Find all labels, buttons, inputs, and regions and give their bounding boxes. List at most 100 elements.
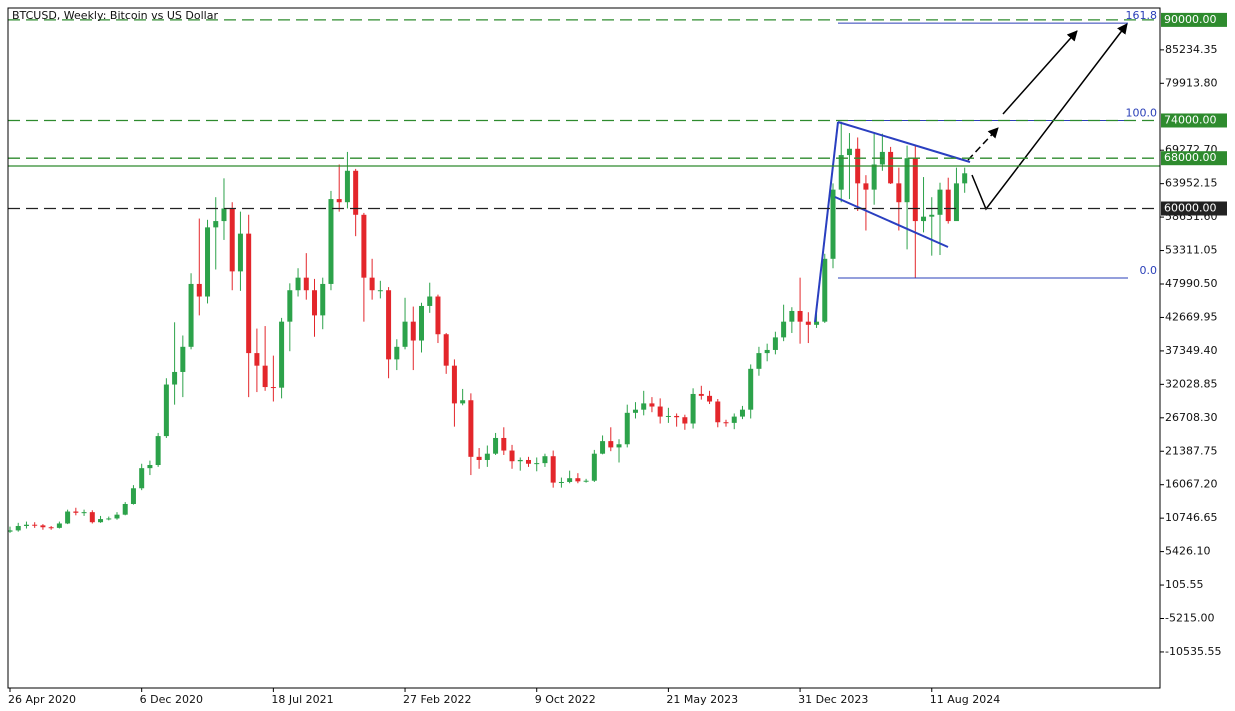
- candle-body: [748, 368, 754, 410]
- candle-body: [665, 415, 671, 417]
- flag-lower: [834, 196, 949, 248]
- candle-body: [89, 512, 95, 523]
- y-tick-label: 47990.50: [1165, 277, 1218, 290]
- arrow: [1002, 30, 1078, 115]
- candle-body: [303, 277, 309, 291]
- candle-body: [871, 164, 877, 190]
- y-tick-label: 21387.75: [1165, 444, 1218, 457]
- candle-body: [139, 468, 145, 489]
- x-tick-label: 11 Aug 2024: [930, 693, 1000, 706]
- candle-body: [270, 387, 276, 389]
- candle-body: [583, 480, 589, 482]
- candle-body: [674, 415, 680, 418]
- candle-body: [525, 459, 531, 464]
- y-tick-label: 53311.05: [1165, 244, 1218, 257]
- candle-body: [649, 403, 655, 407]
- price-label: 90000.00: [1164, 13, 1217, 26]
- candle-body: [114, 514, 120, 519]
- candle-body: [205, 227, 211, 297]
- candle-body: [468, 400, 474, 457]
- x-tick-label: 9 Oct 2022: [535, 693, 596, 706]
- candle-body: [945, 189, 951, 222]
- candle-body: [196, 283, 202, 297]
- candle-body: [328, 199, 334, 284]
- candle-body: [221, 208, 227, 222]
- x-tick-label: 21 May 2023: [666, 693, 738, 706]
- candle-body: [476, 456, 482, 460]
- candle-body: [600, 441, 606, 454]
- candle-body: [48, 527, 54, 529]
- candle-body: [632, 409, 638, 413]
- candle-body: [419, 305, 424, 341]
- candle-body: [410, 321, 416, 341]
- candle-body: [122, 503, 128, 515]
- price-label-box: [1161, 201, 1227, 216]
- candle-body: [163, 384, 169, 437]
- candle-body: [929, 214, 935, 217]
- candle-body: [15, 525, 21, 531]
- plot-frame: [7, 7, 1161, 689]
- candle-body: [7, 530, 13, 532]
- fib-label: 0.0: [1140, 264, 1158, 277]
- candle-body: [188, 283, 194, 347]
- candle-body: [888, 151, 894, 184]
- flagpole: [814, 121, 839, 323]
- candle-body: [682, 417, 688, 424]
- price-label-box: [1161, 151, 1227, 166]
- candle-body: [32, 524, 38, 526]
- candle-body: [287, 290, 293, 322]
- candle-body: [377, 290, 383, 292]
- candle-body: [23, 524, 29, 526]
- price-label: 60000.00: [1164, 202, 1217, 215]
- x-tick-label: 27 Feb 2022: [403, 693, 471, 706]
- candle-body: [353, 170, 359, 215]
- y-tick-label: 16067.20: [1165, 478, 1218, 491]
- candle-body: [921, 216, 927, 222]
- candle-body: [172, 371, 178, 385]
- x-tick-label: 26 Apr 2020: [8, 693, 76, 706]
- y-tick-label: 105.55: [1165, 578, 1204, 591]
- candle-body: [616, 444, 622, 448]
- candle-body: [279, 321, 285, 388]
- candle-body: [772, 337, 778, 350]
- flag-upper: [837, 121, 971, 163]
- candle-body: [781, 321, 787, 338]
- candle-body: [764, 349, 770, 354]
- candle-body: [493, 437, 499, 454]
- candle-body: [690, 393, 696, 424]
- candle-body: [386, 290, 392, 360]
- candle-body: [106, 518, 112, 520]
- candle-body: [130, 488, 136, 504]
- candle-body: [567, 478, 573, 482]
- candle-body: [739, 409, 745, 417]
- x-tick-label: 18 Jul 2021: [271, 693, 333, 706]
- candle-body: [962, 173, 968, 184]
- candle-body: [443, 334, 449, 366]
- candle-body: [608, 441, 614, 448]
- candle-body: [369, 277, 375, 291]
- candle-body: [435, 296, 441, 335]
- x-tick-label: 6 Dec 2020: [140, 693, 203, 706]
- y-tick-label: 5426.10: [1165, 545, 1211, 558]
- candle-body: [320, 283, 326, 316]
- candle-body: [550, 456, 556, 483]
- candle-body: [624, 412, 630, 445]
- candle-body: [147, 465, 153, 469]
- y-tick-label: 26708.30: [1165, 411, 1218, 424]
- candle-body: [40, 525, 46, 528]
- x-tick-label: 31 Dec 2023: [798, 693, 868, 706]
- candle-body: [830, 189, 836, 259]
- candle-body: [295, 277, 301, 291]
- candle-body: [846, 148, 852, 156]
- candle-body: [427, 296, 433, 306]
- candle-body: [344, 170, 350, 203]
- fib-label: 100.0: [1126, 106, 1158, 119]
- candle-body: [814, 321, 820, 325]
- candle-body: [262, 365, 268, 388]
- candle-body: [451, 365, 457, 404]
- candle-body: [517, 459, 523, 462]
- candle-body: [98, 519, 104, 523]
- candle-body: [180, 346, 186, 372]
- candle-body: [336, 199, 342, 203]
